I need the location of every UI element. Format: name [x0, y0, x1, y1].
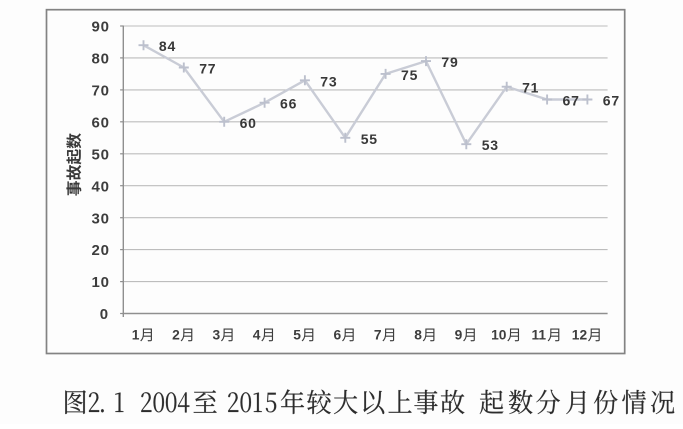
svg-text:10: 10	[491, 328, 507, 343]
svg-text:60: 60	[240, 115, 257, 131]
svg-text:8: 8	[414, 328, 422, 343]
svg-text:9: 9	[455, 328, 463, 343]
svg-text:6: 6	[334, 328, 342, 343]
svg-text:77: 77	[199, 61, 216, 77]
svg-text:7: 7	[374, 328, 382, 343]
svg-text:55: 55	[361, 131, 378, 147]
svg-text:5: 5	[293, 328, 301, 343]
svg-text:50: 50	[92, 146, 110, 163]
svg-text:12: 12	[572, 328, 588, 343]
svg-text:11: 11	[532, 328, 547, 343]
svg-text:53: 53	[482, 137, 499, 153]
svg-text:84: 84	[159, 38, 176, 54]
svg-text:2: 2	[172, 328, 180, 343]
svg-text:70: 70	[92, 83, 110, 100]
svg-text:20: 20	[92, 242, 110, 259]
svg-text:3: 3	[213, 328, 221, 343]
svg-text:80: 80	[92, 51, 110, 68]
svg-text:0: 0	[100, 306, 109, 323]
svg-text:4: 4	[253, 328, 261, 343]
svg-text:60: 60	[92, 114, 110, 131]
svg-text:75: 75	[401, 67, 418, 83]
svg-text:40: 40	[92, 178, 110, 195]
svg-text:10: 10	[92, 274, 110, 291]
svg-text:90: 90	[92, 19, 110, 36]
svg-text:67: 67	[563, 93, 580, 109]
svg-text:1: 1	[132, 328, 140, 343]
svg-text:67: 67	[603, 93, 620, 109]
svg-text:73: 73	[320, 73, 337, 89]
svg-text:66: 66	[280, 96, 297, 112]
svg-text:79: 79	[441, 54, 458, 70]
svg-text:71: 71	[522, 80, 539, 96]
svg-text:30: 30	[92, 210, 110, 227]
